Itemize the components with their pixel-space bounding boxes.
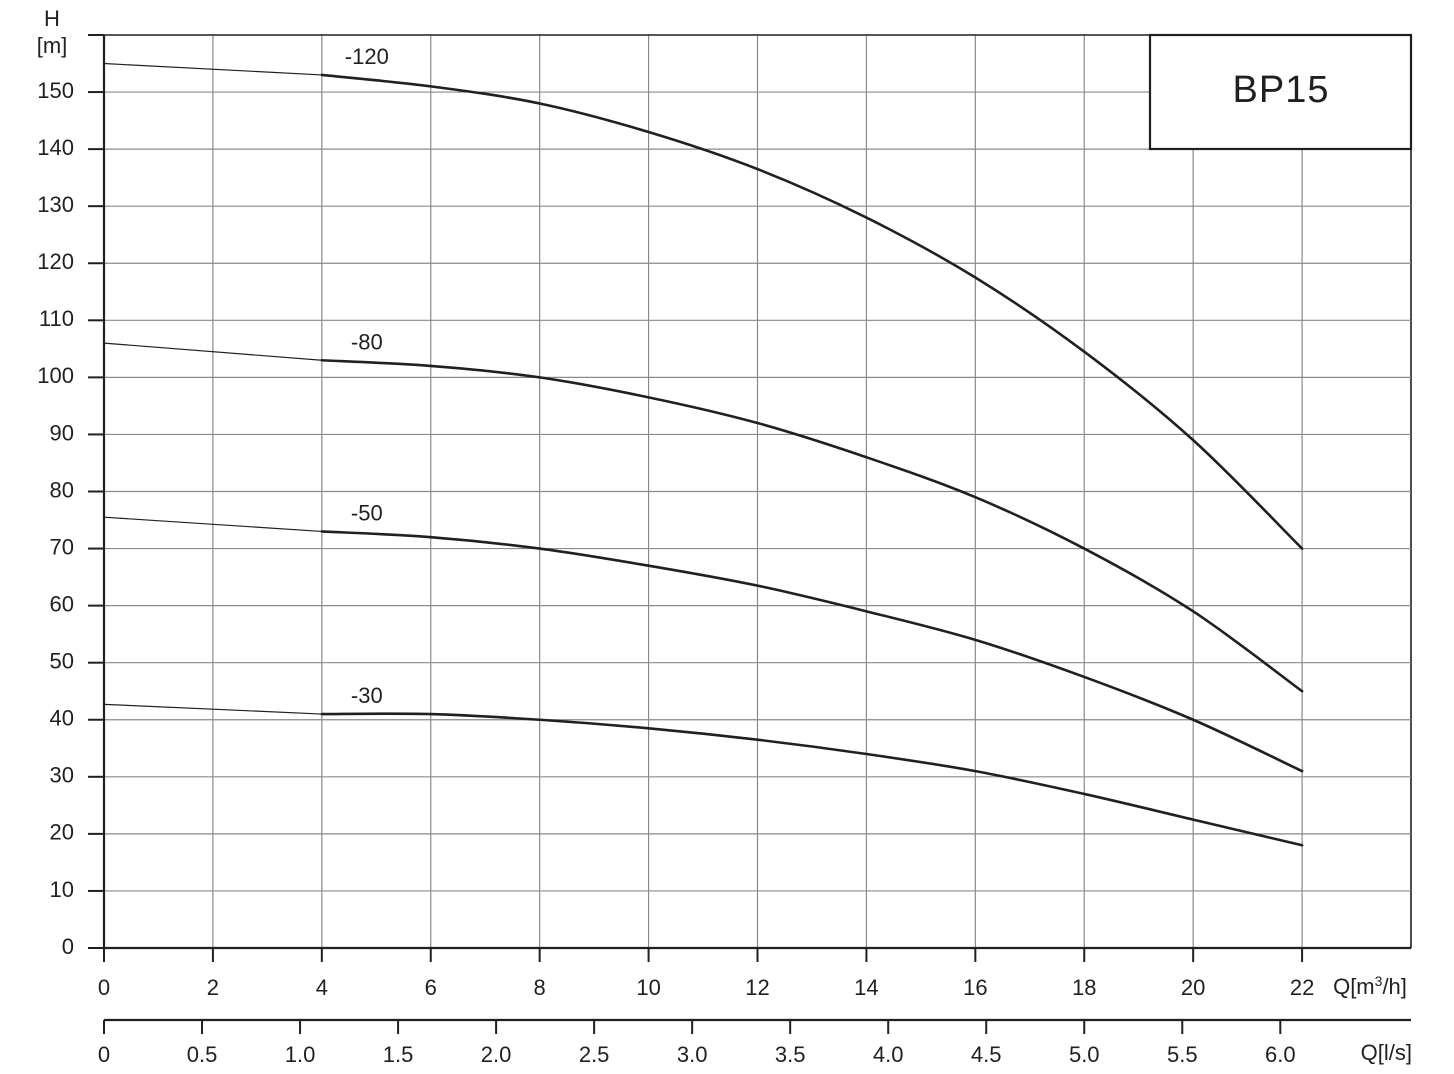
curve-extension--50 bbox=[103, 516, 322, 533]
x-tick-label: 12 bbox=[745, 975, 769, 1000]
curve--30 bbox=[320, 712, 1304, 847]
y-tick-label: 150 bbox=[37, 78, 74, 103]
curve-extension--80 bbox=[103, 342, 322, 361]
secondary-tick-label: 5.0 bbox=[1069, 1042, 1100, 1067]
curve--120 bbox=[320, 73, 1304, 550]
y-tick-label: 90 bbox=[50, 420, 74, 445]
axes bbox=[88, 34, 1411, 1034]
curve-label--120: -120 bbox=[345, 44, 389, 69]
x-tick-label: 16 bbox=[963, 975, 987, 1000]
chart-title: BP15 bbox=[1233, 69, 1330, 111]
model-box: BP15 bbox=[1148, 33, 1413, 151]
secondary-tick-label: 4.5 bbox=[971, 1042, 1002, 1067]
x-tick-label: 20 bbox=[1181, 975, 1205, 1000]
curve--50 bbox=[320, 530, 1304, 773]
curve-label--50: -50 bbox=[351, 500, 383, 525]
y-tick-label: 120 bbox=[37, 249, 74, 274]
curve-extension--120 bbox=[103, 62, 322, 76]
secondary-tick-label: 5.5 bbox=[1167, 1042, 1198, 1067]
y-tick-label: 80 bbox=[50, 477, 74, 502]
y-tick-label: 110 bbox=[39, 306, 74, 331]
secondary-tick-label: 6.0 bbox=[1265, 1042, 1296, 1067]
x-tick-label: 18 bbox=[1072, 975, 1096, 1000]
curve-label--30: -30 bbox=[351, 683, 383, 708]
secondary-tick-label: 4.0 bbox=[873, 1042, 904, 1067]
x-tick-label: 8 bbox=[534, 975, 546, 1000]
curves bbox=[103, 62, 1304, 847]
y-tick-label: 70 bbox=[50, 534, 74, 559]
secondary-tick-label: 3.0 bbox=[677, 1042, 708, 1067]
secondary-tick-label: 1.0 bbox=[285, 1042, 316, 1067]
x-axis-primary-label: Q[m3/h] bbox=[1333, 973, 1407, 999]
y-axis-label-unit: [m] bbox=[37, 33, 68, 58]
y-tick-label: 20 bbox=[50, 820, 74, 845]
y-axis-label-h: H bbox=[44, 6, 60, 31]
curve--80 bbox=[320, 358, 1304, 693]
x-tick-label: 6 bbox=[425, 975, 437, 1000]
secondary-tick-label: 0.5 bbox=[187, 1042, 218, 1067]
secondary-tick-label: 3.5 bbox=[775, 1042, 806, 1067]
x-tick-label: 14 bbox=[854, 975, 878, 1000]
x-tick-label: 2 bbox=[207, 975, 219, 1000]
curve-extension--30 bbox=[103, 703, 322, 715]
x-tick-label: 22 bbox=[1290, 975, 1314, 1000]
y-tick-label: 100 bbox=[37, 363, 74, 388]
secondary-tick-label: 2.0 bbox=[481, 1042, 512, 1067]
curve-label--80: -80 bbox=[351, 329, 383, 354]
y-tick-label: 40 bbox=[50, 706, 74, 731]
x-tick-label: 0 bbox=[98, 975, 110, 1000]
y-tick-label: 60 bbox=[50, 591, 74, 616]
y-tick-label: 50 bbox=[50, 649, 74, 674]
grid bbox=[104, 34, 1412, 948]
secondary-tick-label: 2.5 bbox=[579, 1042, 610, 1067]
x-tick-label: 4 bbox=[316, 975, 328, 1000]
y-tick-label: 130 bbox=[37, 192, 74, 217]
y-tick-label: 10 bbox=[50, 877, 74, 902]
y-tick-label: 140 bbox=[37, 135, 74, 160]
secondary-tick-label: 1.5 bbox=[383, 1042, 414, 1067]
y-tick-label: 30 bbox=[50, 763, 74, 788]
secondary-tick-label: 0 bbox=[98, 1042, 110, 1067]
x-axis-secondary-label: Q[l/s] bbox=[1361, 1040, 1412, 1065]
y-tick-label: 0 bbox=[62, 934, 74, 959]
x-tick-label: 10 bbox=[636, 975, 660, 1000]
